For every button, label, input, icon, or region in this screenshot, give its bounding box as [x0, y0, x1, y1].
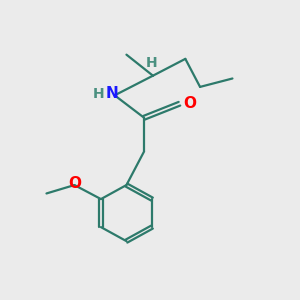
Text: H: H: [146, 56, 157, 70]
Text: N: N: [105, 86, 118, 101]
Text: H: H: [93, 87, 104, 101]
Text: O: O: [183, 96, 196, 111]
Text: O: O: [68, 176, 81, 191]
